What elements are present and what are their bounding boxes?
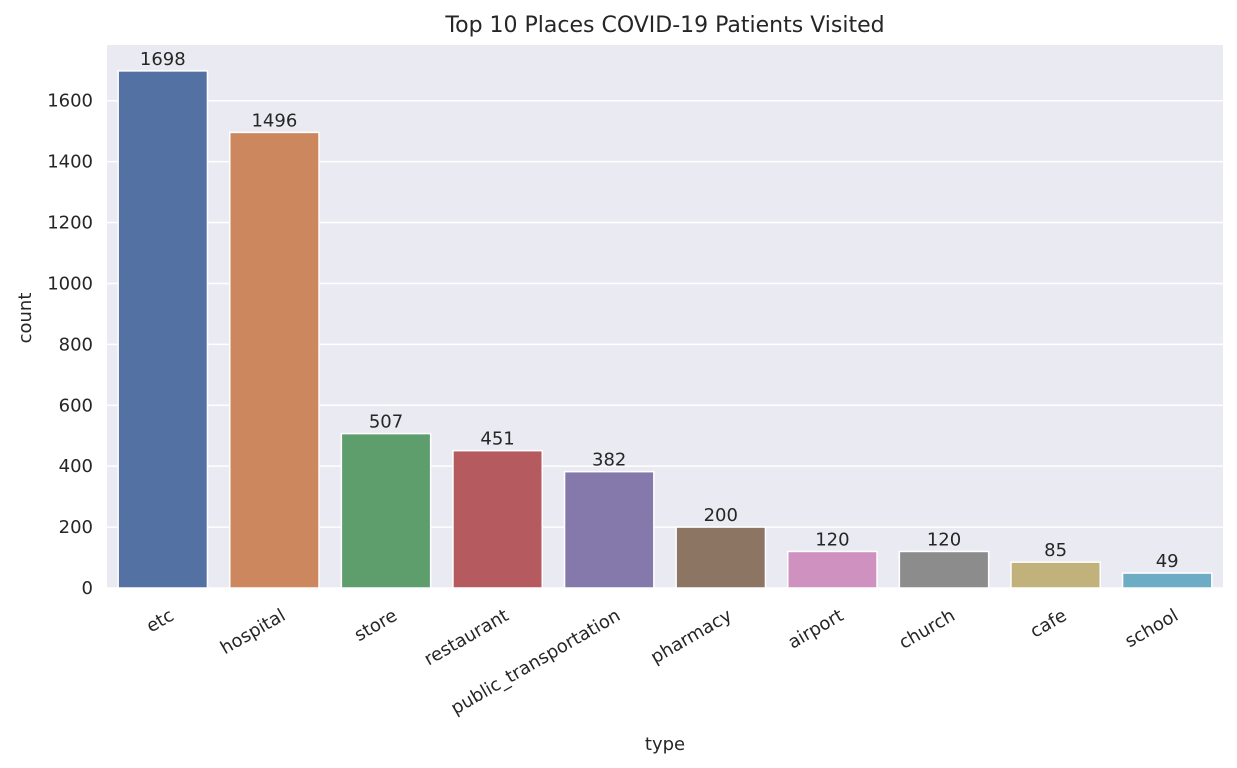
bar-church (898, 550, 990, 589)
data-labels: 1698 1496 507 451 382 200 120 120 85 49 (140, 49, 1179, 572)
y-tick-label: 400 (59, 456, 93, 477)
bar-school (1121, 572, 1213, 589)
bar-etc (117, 70, 209, 589)
bar-store (340, 432, 432, 589)
y-axis-label: count (15, 293, 36, 344)
bar-public-transportation (563, 470, 655, 589)
data-label: 382 (592, 450, 626, 471)
x-tick-label: cafe (1027, 605, 1071, 642)
y-tick-label: 200 (59, 517, 93, 538)
data-label: 451 (480, 429, 514, 450)
data-label: 507 (369, 412, 403, 433)
bar-airport (787, 550, 878, 589)
y-tick-label: 600 (59, 395, 93, 416)
y-tick-label: 1600 (47, 91, 93, 112)
x-tick-label: etc (143, 605, 178, 637)
x-tick-label: pharmacy (647, 605, 736, 668)
y-tick-label: 800 (59, 334, 93, 355)
bar-pharmacy (675, 526, 767, 589)
chart-title: Top 10 Places COVID-19 Patients Visited (444, 13, 884, 38)
x-tick-label: school (1122, 605, 1182, 652)
x-tick-label: church (895, 605, 958, 654)
bar-cafe (1010, 561, 1101, 589)
bar-hospital (229, 131, 320, 589)
data-label: 200 (704, 505, 738, 526)
data-label: 120 (815, 529, 849, 550)
data-label: 85 (1044, 540, 1067, 561)
y-tick-label: 0 (82, 578, 93, 599)
data-label: 1698 (140, 49, 186, 70)
data-label: 49 (1156, 551, 1179, 572)
x-axis-label: type (645, 734, 685, 755)
y-axis-ticks: 0 200 400 600 800 1000 1200 1400 1600 (47, 91, 93, 599)
bar-restaurant (452, 449, 543, 589)
y-tick-label: 1000 (47, 273, 93, 294)
y-tick-label: 1400 (47, 152, 93, 173)
x-axis-ticks: etc hospital store restaurantpublic_transpo… (143, 605, 1182, 719)
x-tick-label: hospital (217, 605, 289, 659)
data-label: 1496 (251, 110, 297, 131)
data-label: 120 (927, 529, 961, 550)
x-tick-label: airport (784, 605, 847, 653)
x-tick-label: restaurant (421, 605, 513, 670)
x-tick-label: store (351, 605, 401, 646)
bars (117, 70, 1213, 589)
y-tick-label: 1200 (47, 213, 93, 234)
